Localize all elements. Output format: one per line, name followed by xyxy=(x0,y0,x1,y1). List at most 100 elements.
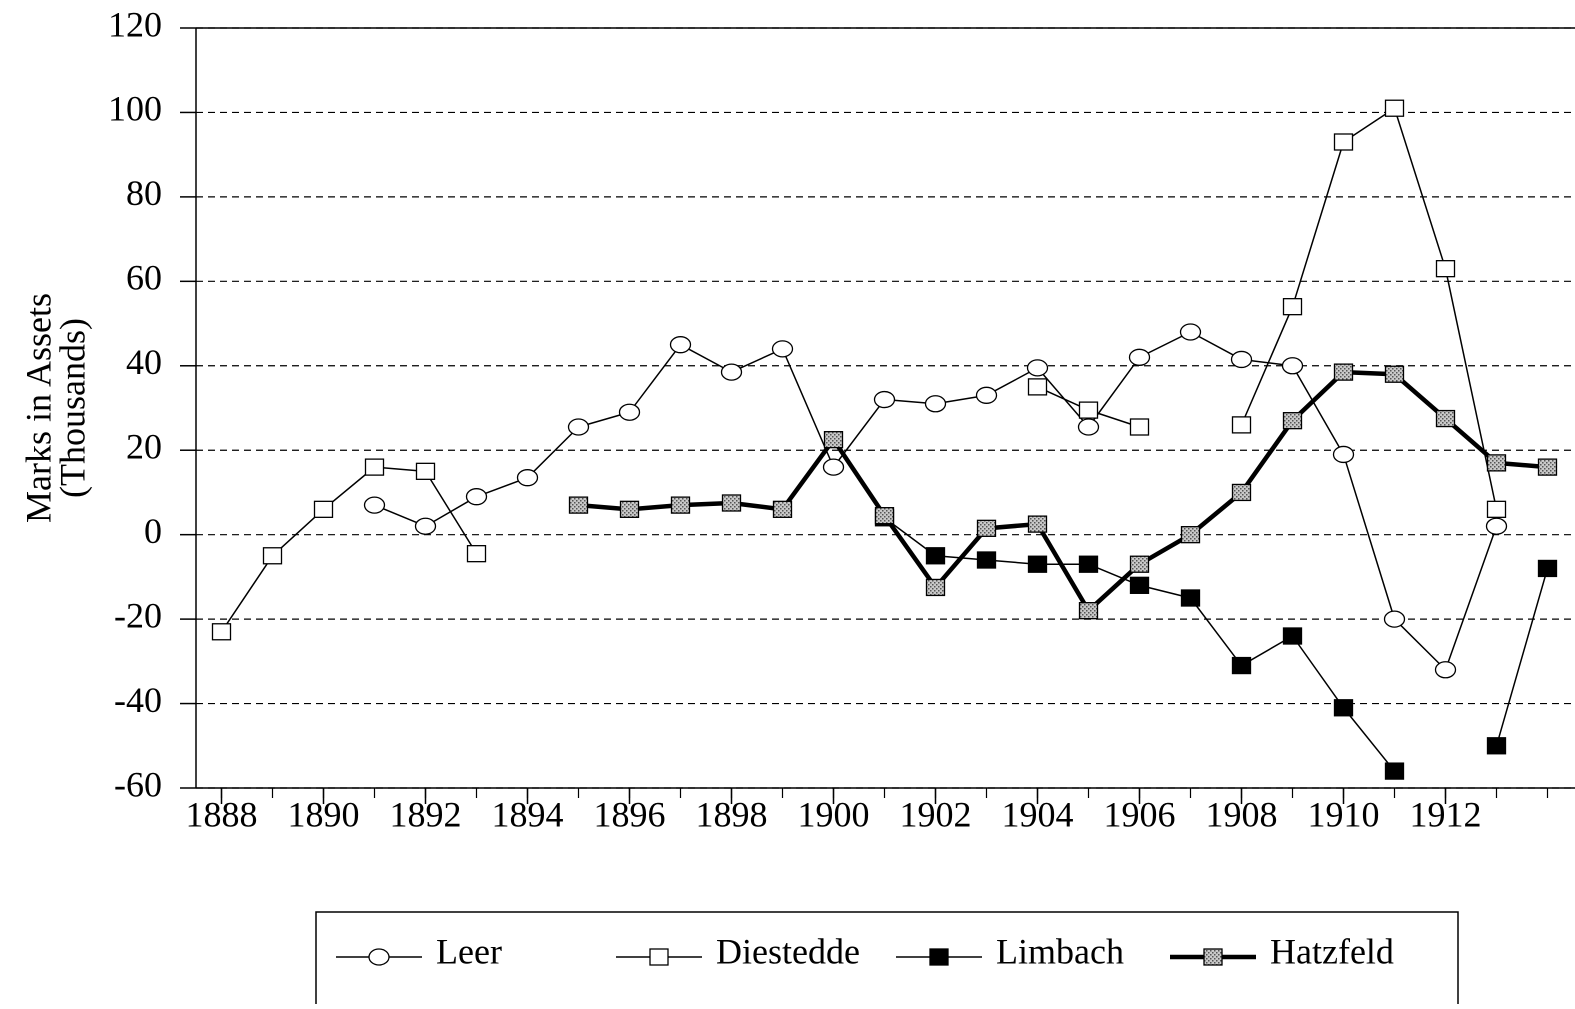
marker xyxy=(415,462,436,480)
legend-label: Hatzfeld xyxy=(1270,931,1394,971)
marker xyxy=(771,340,794,358)
marker xyxy=(1180,589,1201,607)
marker xyxy=(1078,401,1099,419)
x-tick-label: 1894 xyxy=(492,794,564,834)
series-line xyxy=(220,107,1498,633)
marker xyxy=(1078,555,1099,573)
marker xyxy=(1078,602,1099,620)
legend-label: Leer xyxy=(436,931,502,971)
x-tick-label: 1900 xyxy=(798,794,870,834)
marker xyxy=(1435,409,1456,428)
marker xyxy=(1384,99,1405,117)
marker xyxy=(1486,737,1507,755)
x-tick-label: 1908 xyxy=(1206,794,1278,834)
y-tick-label: -40 xyxy=(114,680,162,720)
marker xyxy=(1129,576,1150,594)
x-tick-label: 1892 xyxy=(390,794,462,834)
marker xyxy=(364,458,385,476)
marker xyxy=(618,403,641,421)
marker xyxy=(670,496,691,514)
marker xyxy=(1384,365,1405,383)
marker xyxy=(1027,515,1048,533)
marker xyxy=(1077,418,1100,436)
x-tick-label: 1888 xyxy=(186,794,258,834)
marker xyxy=(567,418,590,436)
marker xyxy=(874,507,895,525)
legend-marker xyxy=(649,948,669,966)
marker xyxy=(720,363,743,381)
marker xyxy=(1384,762,1405,780)
marker xyxy=(211,623,232,641)
marker xyxy=(924,395,947,413)
legend-box xyxy=(315,911,1459,1009)
marker xyxy=(568,496,589,514)
marker xyxy=(1486,500,1507,518)
marker xyxy=(873,390,896,409)
legend-marker xyxy=(368,948,390,966)
marker xyxy=(1281,357,1304,375)
marker xyxy=(1282,412,1303,430)
marker xyxy=(1231,483,1252,502)
legend-marker xyxy=(1203,948,1223,966)
marker xyxy=(1179,323,1202,341)
y-tick-label: 80 xyxy=(126,173,162,213)
y-tick-label: 0 xyxy=(144,511,162,551)
marker xyxy=(1129,555,1150,573)
x-tick-label: 1912 xyxy=(1410,794,1482,834)
marker xyxy=(313,500,334,518)
marker xyxy=(925,547,946,565)
series-line xyxy=(578,369,1548,613)
marker xyxy=(823,431,844,449)
marker xyxy=(1128,348,1151,366)
y-tick-label: 20 xyxy=(126,426,162,466)
marker xyxy=(516,469,539,487)
marker xyxy=(1486,454,1507,472)
marker xyxy=(619,500,640,518)
marker xyxy=(1027,378,1048,396)
marker xyxy=(772,500,793,518)
marker xyxy=(1537,458,1558,476)
marker xyxy=(363,496,386,514)
legend-marker xyxy=(929,948,949,966)
y-tick-label: 40 xyxy=(126,342,162,382)
marker xyxy=(1027,555,1048,573)
marker xyxy=(1129,418,1150,436)
marker xyxy=(1180,526,1201,544)
x-tick-label: 1906 xyxy=(1104,794,1176,834)
marker xyxy=(1333,699,1354,717)
marker xyxy=(1333,363,1354,381)
legend-label: Diestedde xyxy=(716,931,860,971)
y-axis-title: Marks in Assets (Thousands) xyxy=(18,293,92,523)
marker xyxy=(414,517,437,535)
x-tick-label: 1910 xyxy=(1308,794,1380,834)
y-axis-title-line: (Thousands) xyxy=(52,318,92,498)
marker xyxy=(1383,610,1406,628)
marker xyxy=(975,386,998,404)
marker xyxy=(1230,350,1253,369)
y-axis-title-line: Marks in Assets xyxy=(18,293,58,523)
marker xyxy=(1485,517,1508,535)
marker xyxy=(976,551,997,569)
x-tick-label: 1896 xyxy=(594,794,666,834)
marker xyxy=(262,547,283,565)
y-tick-label: -20 xyxy=(114,595,162,635)
marker xyxy=(1435,260,1456,278)
marker xyxy=(822,458,845,476)
marker xyxy=(721,494,742,512)
marker xyxy=(1231,656,1252,675)
marker xyxy=(465,488,488,506)
marker xyxy=(925,578,946,597)
marker xyxy=(1282,298,1303,316)
marker xyxy=(669,336,692,354)
marker xyxy=(976,519,997,537)
marker xyxy=(1332,445,1355,464)
y-tick-label: 100 xyxy=(108,89,162,129)
marker xyxy=(1434,661,1457,679)
y-tick-label: -60 xyxy=(114,764,162,804)
marker xyxy=(1231,416,1252,434)
x-tick-label: 1898 xyxy=(696,794,768,834)
marker xyxy=(466,545,487,563)
y-tick-label: 60 xyxy=(126,258,162,298)
legend-label: Limbach xyxy=(996,931,1124,971)
